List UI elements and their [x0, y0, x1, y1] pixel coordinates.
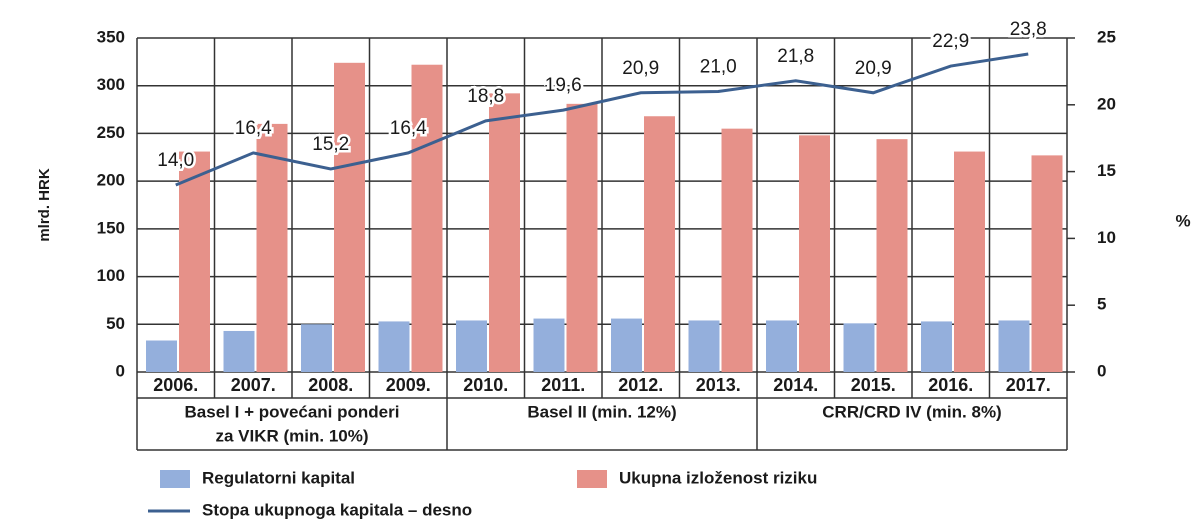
bar — [921, 321, 952, 372]
y2-tick-label: 0 — [1097, 361, 1106, 380]
x-tick-label: 2014. — [773, 375, 818, 395]
x-tick-label: 2013. — [696, 375, 741, 395]
group-label: CRR/CRD IV (min. 8%) — [822, 402, 1001, 421]
legend-swatch — [577, 470, 607, 488]
y-axis-label: mlrd. HRK — [36, 168, 53, 242]
data-label: 21,8 — [777, 46, 814, 67]
x-tick-label: 2010. — [463, 375, 508, 395]
y-tick-label: 100 — [97, 266, 125, 285]
y2-tick-label: 5 — [1097, 295, 1106, 314]
x-tick-label: 2008. — [308, 375, 353, 395]
group-label: Basel I + povećani ponderi — [185, 402, 400, 421]
group-label: Basel II (min. 12%) — [527, 402, 676, 421]
bar — [301, 324, 332, 372]
bar — [566, 103, 598, 373]
x-tick-label: 2007. — [231, 375, 276, 395]
y-tick-label: 250 — [97, 123, 125, 142]
line — [175, 52, 1029, 187]
data-label: 22,9 — [932, 31, 969, 52]
data-label: 15,2 — [312, 134, 349, 155]
bar — [456, 320, 487, 372]
bar — [1031, 155, 1063, 372]
legend-label: Ukupna izloženost riziku — [619, 468, 817, 487]
bar — [954, 151, 985, 372]
y2-tick-label: 15 — [1097, 161, 1116, 180]
y-tick-label: 0 — [116, 361, 125, 380]
x-tick-label: 2016. — [928, 375, 973, 395]
x-tick-label: 2017. — [1006, 375, 1051, 395]
data-label: 19,6 — [545, 75, 582, 96]
data-label: 18,8 — [467, 86, 504, 107]
data-label: 14,0 — [157, 150, 194, 171]
legend-swatch — [160, 470, 190, 488]
data-label: 21,0 — [700, 56, 737, 77]
data-label: 20,9 — [622, 58, 659, 79]
bar — [843, 323, 875, 372]
x-tick-label: 2006. — [153, 375, 198, 395]
bar — [611, 318, 642, 372]
data-label: 20,9 — [855, 58, 892, 79]
x-tick-label: 2012. — [618, 375, 663, 395]
y-tick-label: 50 — [106, 314, 125, 333]
data-label: 16,4 — [235, 118, 272, 139]
bar — [179, 151, 210, 372]
y2-tick-label: 25 — [1097, 27, 1116, 46]
x-tick-label: 2009. — [386, 375, 431, 395]
bar — [766, 320, 797, 372]
y-tick-label: 350 — [97, 27, 125, 46]
bar — [721, 128, 753, 372]
bar — [223, 330, 255, 372]
bar — [411, 64, 443, 372]
bar — [876, 139, 908, 372]
bar — [533, 318, 565, 372]
bar — [334, 62, 365, 372]
group-label: za VIKR (min. 10%) — [215, 426, 368, 445]
bar — [489, 93, 520, 372]
y2-tick-label: 20 — [1097, 94, 1116, 113]
bar — [256, 123, 288, 372]
data-label: 23,8 — [1010, 19, 1047, 40]
y2-tick-label: 10 — [1097, 228, 1116, 247]
data-label: 16,4 — [390, 118, 427, 139]
y-tick-label: 300 — [97, 75, 125, 94]
bar — [688, 320, 720, 372]
legend-label: Regulatorni kapital — [202, 468, 355, 487]
y2-axis-label: % — [1175, 211, 1190, 230]
y-tick-label: 150 — [97, 218, 125, 237]
bar — [998, 320, 1030, 372]
x-tick-label: 2015. — [851, 375, 896, 395]
bar — [378, 321, 410, 372]
x-tick-label: 2011. — [541, 375, 585, 395]
legend-label: Stopa ukupnoga kapitala – desno — [202, 500, 472, 519]
bar — [644, 116, 675, 372]
bar — [799, 135, 830, 372]
y-tick-label: 200 — [97, 171, 125, 190]
bar — [146, 340, 177, 372]
